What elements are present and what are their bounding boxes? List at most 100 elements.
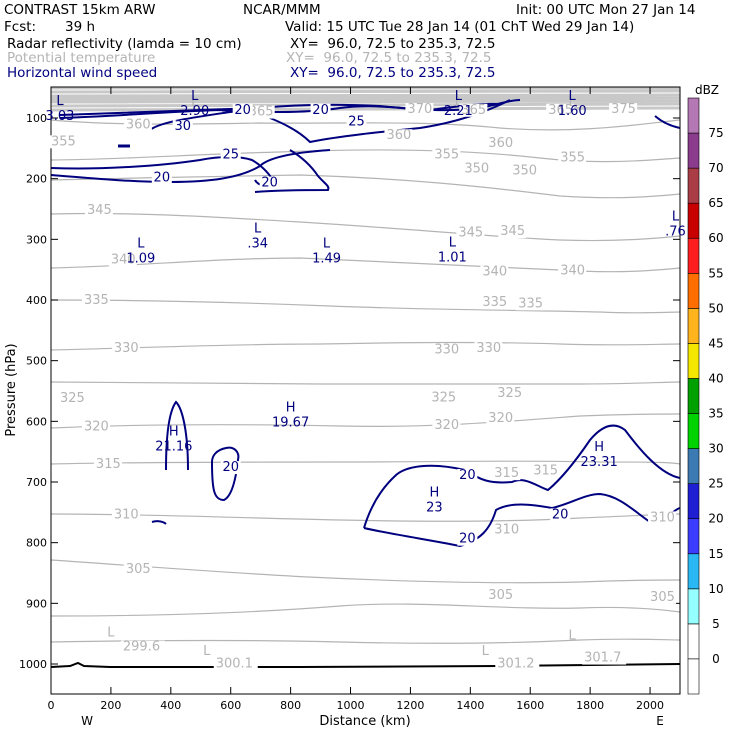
wind-extremum-value: 1.60 [558,104,587,119]
colorbar-swatch [687,658,700,695]
colorbar-swatch [687,202,700,239]
wind-contour-label: 30 [175,119,192,134]
theta-label-bg [510,164,539,178]
wind-label-bg [172,120,193,134]
theta-contour-label: 320 [488,411,513,426]
colorbar-level-label: 55 [708,266,723,280]
wind-extremum-value: 1.01 [438,250,467,265]
wind-extremum-value: 1.09 [126,252,155,267]
colorbar-swatch [687,308,700,344]
field-name-reflectivity: Radar reflectivity (lamda = 10 cm) [7,36,242,52]
theta-label-bg [432,343,461,357]
x-tick-label: 2000 [636,699,664,712]
wind-label-bg [457,532,478,546]
colorbar-level-label: 70 [708,161,723,175]
y-tick-label: 500 [26,355,47,368]
x-axis: 0 200 400 600 800 1000 1200 1400 1600 1800 2000 [48,87,664,712]
theta-label-bg [432,419,461,433]
wind-contour-label: 20 [459,468,476,483]
colorbar-level-label: 60 [708,231,723,245]
theta-contour-label: 330 [434,342,459,357]
theta-contour-label: 345 [458,225,483,240]
y-tick-label: 800 [26,537,47,550]
theta-label-bg [462,162,491,176]
wind-extremum-value: 23 [426,500,443,515]
theta-contour-label: 325 [431,390,456,405]
terrain-line [50,661,681,668]
colorbar-swatch [687,97,700,134]
y-tick-label: 300 [26,233,47,246]
model-title: CONTRAST 15km ARW [4,2,156,18]
y-tick-label: 700 [26,476,47,489]
theta-contour-label: 345 [500,224,525,239]
plot-area [51,87,680,694]
theta-label-bg [486,411,515,425]
theta-contour-label: 340 [560,264,585,279]
theta-label-bg [81,420,110,434]
wind-label-bg [346,115,367,129]
wind-contour-label: 25 [222,148,239,163]
field-xy-theta: XY= 96.0, 72.5 to 235.3, 72.5 [286,50,492,66]
theta-label-bg [495,387,524,401]
wind-label-bg [220,148,241,162]
theta-label-bg [456,226,485,240]
theta-label-bg [474,342,503,356]
theta-contour-label: 365 [249,105,274,120]
theta-label-bg [531,464,560,478]
theta-label-bg [492,467,521,481]
wind-contour-label: 25 [348,114,365,129]
x-tick-label: 200 [100,699,121,712]
theta-label-bg [384,129,413,143]
theta-contour-label: 335 [518,296,543,311]
plot-border [50,86,681,695]
theta-label-bg [459,103,488,117]
theta-label-bg [123,118,152,132]
organization-label: NCAR/MMM [243,2,321,18]
theta-contour-label: 350 [464,162,489,177]
theta-contour-label: 305 [488,588,513,603]
theta-label-bg [111,342,140,356]
wind-extremum-value: 21.16 [155,440,192,455]
theta-low-marker: L [482,644,490,659]
colorbar-swatch [687,237,700,274]
x-tick-label: 400 [160,699,181,712]
wind-extremum-type: H [286,400,296,415]
theta-contour-label: 375 [611,102,636,117]
wind-label-bg [259,176,280,190]
theta-contour-label: 315 [533,464,558,479]
theta-contour-label: 360 [126,117,151,132]
theta-label-bg [57,391,86,405]
colorbar: 0 5 10 15 20 25 30 35 40 45 50 55 60 65 70 75 [687,97,724,695]
colorbar-swatch [687,343,700,379]
y-axis: 100 200 300 400 500 600 700 800 900 1000 [19,112,680,671]
wind-contour-label: 20 [154,171,171,186]
wind-extremum-value: 3.03 [46,109,75,124]
theta-label-bg [81,294,110,308]
x-tick-label: 600 [220,699,241,712]
theta-contour-label: 310 [494,523,519,538]
wind-extremum-type: H [169,425,179,440]
wind-contour-label: 20 [312,103,329,118]
theta-contour-label: 345 [87,203,112,218]
colorbar-level-label: 35 [708,407,723,421]
y-tick-label: 100 [26,112,47,125]
theta-contour-label: 335 [84,293,109,308]
wind-extremum-type: H [594,440,604,455]
theta-contour-label: 355 [434,148,459,163]
wind-extremum-value: .34 [247,236,268,251]
theta-label-bg [546,103,575,117]
theta-contour-label: 301.2 [497,657,534,672]
init-time: Init: 00 UTC Mon 27 Jan 14 [516,2,696,18]
wind-extremum-type: L [455,89,463,104]
theta-contour-label: 365 [461,103,486,118]
theta-label-bg [582,651,627,665]
theta-contour-label: 365 [548,103,573,118]
theta-label-bg [486,137,515,151]
wind-contour-label: 20 [261,176,278,191]
colorbar-swatch [687,553,700,590]
colorbar-swatch [687,588,700,625]
theta-contour-label: 300.1 [216,657,253,672]
theta-low-marker: L [56,95,64,110]
theta-label-bg [120,640,165,654]
theta-label-bg [108,253,137,267]
